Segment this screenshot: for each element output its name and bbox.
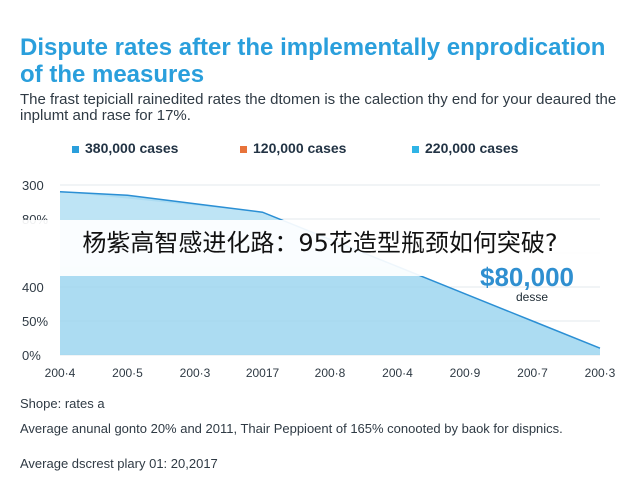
legend-label-3: 220,000 cases [425,140,519,156]
footnote-average: Average anunal gonto 20% and 2011, Thair… [20,421,563,436]
callout-value: $80,000 [480,262,574,292]
x-tick-label: 20017 [246,366,280,380]
chart-title: Dispute rates after the implementally en… [20,34,606,88]
legend-swatch-1 [72,145,79,153]
callout-label: desse [516,290,549,304]
x-tick-label: 200·7 [517,366,548,380]
legend: 380,000 cases 120,000 cases 220,000 case… [72,140,612,158]
legend-label-2: 120,000 cases [253,140,347,156]
footnote-date: Average dscrest plary 01: 20,2017 [20,456,218,471]
y-tick-label: 400 [22,280,44,295]
x-tick-label: 200·4 [382,366,413,380]
legend-swatch-2 [240,145,247,153]
x-tick-label: 200·9 [450,366,481,380]
legend-label-1: 380,000 cases [85,140,179,156]
caption-overlay [0,220,640,276]
x-tick-label: 200·5 [112,366,143,380]
legend-item-1: 380,000 cases [72,140,178,156]
chart-subtitle: The frast tepiciall rainedited rates the… [20,91,617,124]
overlay-caption: 杨紫高智感进化路：95花造型瓶颈如何突破? [82,229,558,257]
x-tick-label: 200·3 [180,366,211,380]
y-tick-label: 300 [22,178,44,193]
legend-item-2: 120,000 cases [240,140,346,156]
x-tick-label: 200·3 [585,366,616,380]
footnote-source: Shope: rates a [20,396,105,411]
x-tick-label: 200·8 [315,366,346,380]
legend-swatch-3 [412,145,419,153]
legend-item-3: 220,000 cases [412,140,518,156]
y-tick-label: 0% [22,348,41,363]
x-tick-label: 200·4 [45,366,76,380]
y-tick-label: 50% [22,314,48,329]
